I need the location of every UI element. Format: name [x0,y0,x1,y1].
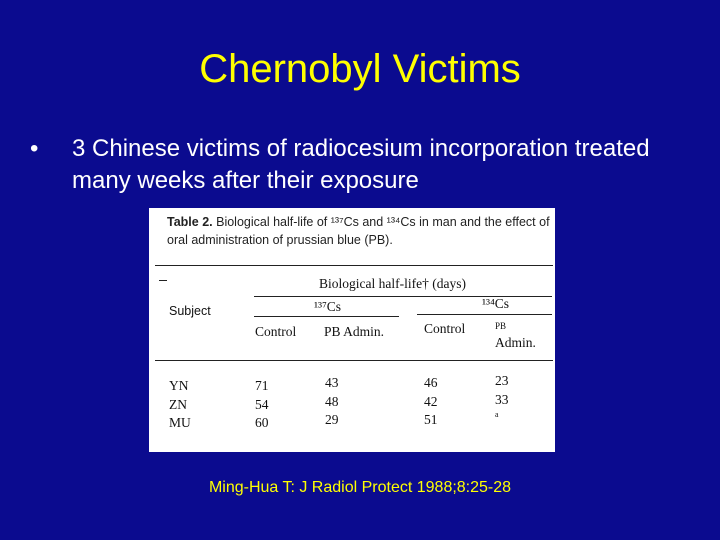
bullet-symbol: • [30,135,39,162]
col-control-137: Control [255,324,297,339]
table-caption-label: Table 2. [167,215,213,229]
row-cs137-control: 54 [255,397,269,412]
col-control-134: Control [424,321,466,336]
table-header-rule [155,360,553,361]
row-cs137-pb: 43 [325,375,339,390]
table-caption: Table 2. Biological half-life of ¹³⁷Cs a… [167,213,552,249]
cs137-rule [254,316,399,317]
subject-header: Subject [169,304,211,318]
row-cs134-control: 42 [424,394,438,409]
row-subject: ZN [169,397,187,412]
slide-title: Chernobyl Victims [199,47,521,91]
half-life-table: Table 2. Biological half-life of ¹³⁷Cs a… [149,208,555,452]
cs134-rule [417,314,552,315]
row-cs134-pb: 23 [495,373,509,388]
col-pb-admin-137: PB Admin. [324,324,385,339]
row-cs137-pb: 48 [325,394,339,409]
row-cs134-control: 46 [424,375,438,390]
col-admin-134: Admin. [495,335,536,350]
row-cs134-pb: 33 [495,392,509,407]
cs137-header: ¹³⁷Cs [314,299,342,314]
row-cs134-control: 51 [424,412,438,427]
row-subject: YN [169,378,189,393]
row-cs137-control: 60 [255,415,269,430]
group-header: Biological half-life† (days) [319,276,466,291]
row-subject: MU [169,415,191,430]
bullet-text: 3 Chinese victims of radiocesium incorpo… [72,135,650,194]
row-cs137-pb: 29 [325,412,339,427]
citation: Ming-Hua T: J Radiol Protect 1988;8:25-2… [208,479,512,496]
cs134-header: ¹³⁴Cs [482,296,510,311]
table-mark [159,280,167,281]
row-cs137-control: 71 [255,378,269,393]
table-caption-text: Biological half-life of ¹³⁷Cs and ¹³⁴Cs … [167,215,550,247]
row-cs134-pb: a [495,410,499,419]
table-top-rule [155,265,553,266]
col-pb-134: PB [495,321,507,331]
group-header-rule [254,296,552,297]
